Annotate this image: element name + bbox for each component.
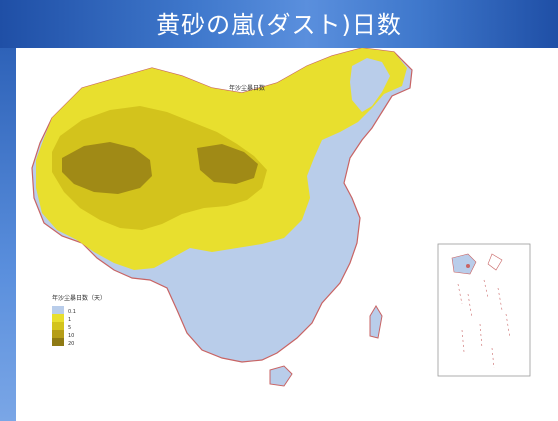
legend-label-0: 0.1 — [68, 309, 76, 315]
legend-swatch-1 — [52, 314, 64, 322]
legend-title: 年沙尘暴日数（天） — [52, 294, 106, 302]
hainan-island — [269, 365, 293, 387]
legend-label-3: 10 — [68, 333, 74, 339]
taiwan-island — [369, 305, 383, 339]
legend-swatch-4 — [52, 338, 64, 346]
legend-swatch-2 — [52, 322, 64, 330]
slide-title: 黄砂の嵐(ダスト)日数 — [156, 11, 402, 39]
dust-zone-very-high-gobi — [197, 144, 258, 184]
map-svg: 年沙尘暴日数 年沙尘暴日数（天） 0.1 1 5 10 20 — [31, 48, 531, 387]
title-bar — [0, 0, 558, 48]
legend-swatch-3 — [52, 330, 64, 338]
map-inner-title: 年沙尘暴日数 — [229, 84, 265, 92]
left-decoration-stripe — [0, 48, 16, 421]
south-china-sea-inset — [437, 243, 531, 377]
dust-zone-very-high-taklamakan — [62, 142, 152, 194]
map-legend: 年沙尘暴日数（天） 0.1 1 5 10 20 — [52, 294, 106, 347]
legend-label-2: 5 — [68, 325, 71, 331]
northeast-low-zone — [350, 58, 390, 112]
dust-zone-high — [52, 106, 267, 230]
legend-swatch-0 — [52, 306, 64, 314]
legend-label-1: 1 — [68, 317, 71, 323]
legend-label-4: 20 — [68, 341, 74, 347]
china-dust-storm-map: 年沙尘暴日数 年沙尘暴日数（天） 0.1 1 5 10 20 — [22, 48, 558, 421]
